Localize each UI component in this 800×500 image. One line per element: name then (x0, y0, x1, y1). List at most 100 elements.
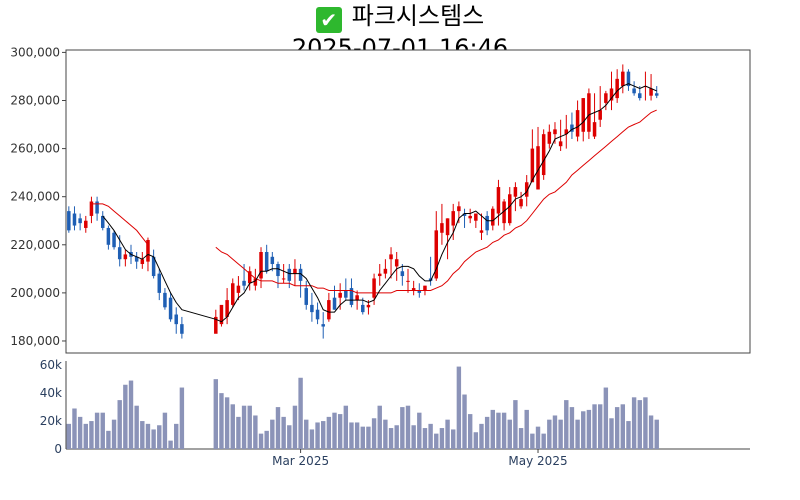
candle-body (626, 71, 631, 87)
volume-bar (123, 384, 128, 449)
title-text: 파크시스템스 (351, 2, 485, 30)
candle-body (242, 280, 246, 286)
volume-bar (219, 393, 224, 449)
volume-bar (597, 404, 603, 449)
candle-body (638, 93, 642, 99)
candle-body (106, 227, 111, 245)
candle-body (428, 278, 433, 281)
volume-bar (89, 421, 94, 449)
candle-body (507, 194, 512, 224)
price-y-tick-label: 200,000 (10, 286, 60, 300)
volume-bar (253, 415, 258, 449)
volume-bar (541, 433, 546, 449)
candle-body (89, 201, 94, 216)
candle-body (479, 230, 484, 233)
volume-bar (315, 422, 320, 449)
volume-bar (179, 387, 185, 449)
volume-bar (111, 419, 117, 449)
candle-body (123, 254, 128, 260)
candle-body (519, 199, 523, 207)
candle-body (338, 292, 342, 298)
volume-bar (490, 409, 495, 449)
candle-body (649, 88, 653, 96)
volume-bar (417, 412, 422, 449)
candle-body (406, 280, 410, 282)
volume-bar (501, 412, 507, 449)
volume-bar (620, 404, 626, 449)
volume-bar (434, 433, 439, 449)
volume-y-tick-label: 60k (40, 358, 62, 372)
ma-long-line (91, 109, 657, 294)
volume-panel: 0 20k 40k 60k Mar 2025 May 2025 (40, 358, 750, 468)
candle-body (377, 273, 382, 277)
volume-bar (388, 428, 394, 449)
volume-bar (558, 419, 563, 449)
check-mark-icon: ✔ (315, 7, 342, 33)
volume-bar (106, 430, 111, 449)
volume-bar (439, 428, 445, 449)
volume-bar (128, 380, 134, 449)
candle-body (95, 201, 99, 214)
volume-bar (400, 407, 405, 449)
volume-bar (524, 409, 529, 449)
volume-bar (569, 407, 575, 449)
volume-bar (451, 429, 456, 449)
candle-body (84, 220, 88, 228)
volume-bar (100, 412, 105, 449)
volume-bar (224, 397, 230, 449)
candle-body (174, 314, 178, 325)
volume-bar (117, 400, 122, 449)
price-y-tick-label: 300,000 (10, 45, 60, 59)
candle-body (332, 297, 337, 310)
volume-bar (298, 377, 303, 449)
candle-body (134, 256, 139, 262)
volume-bar (473, 432, 479, 449)
volume-bar (479, 423, 484, 449)
candle-body (140, 259, 145, 265)
volume-bar (77, 416, 83, 449)
candle-body (411, 288, 416, 291)
candle-body (383, 268, 388, 274)
volume-y-tick-label: 20k (40, 414, 62, 428)
volume-bar (281, 416, 286, 449)
volume-bar (535, 426, 541, 449)
volume-bar (236, 416, 241, 449)
volume-bar (377, 405, 382, 449)
volume-bar (258, 433, 264, 449)
candle-body (615, 78, 619, 99)
volume-bar (603, 387, 609, 449)
volume-bar (648, 415, 654, 449)
candle-body (163, 292, 167, 308)
volume-bar (614, 407, 620, 449)
candle-body (485, 215, 489, 231)
candle-body (491, 208, 495, 226)
volume-bar (564, 400, 569, 449)
volume-bar (157, 425, 162, 449)
candle-body (502, 201, 506, 224)
candle-body (389, 254, 393, 260)
candle-body (558, 141, 563, 147)
volume-bar (275, 407, 281, 449)
candle-body (451, 211, 455, 226)
candle-body (570, 124, 574, 132)
volume-bar (631, 397, 637, 449)
volume-bar (145, 423, 151, 449)
x-tick-label: Mar 2025 (272, 454, 329, 468)
candle-body (434, 230, 439, 279)
candle-body (276, 264, 280, 277)
volume-bar (151, 429, 156, 449)
volume-bar (626, 421, 631, 449)
candle-body (117, 247, 122, 260)
candle-body (400, 271, 405, 277)
price-plot-frame (65, 49, 751, 354)
candle-body (468, 215, 472, 219)
candle-body (536, 146, 540, 190)
candle-body (67, 211, 71, 231)
candle-body (231, 283, 235, 305)
volume-bar (496, 412, 501, 449)
volume-y-tick-label: 40k (40, 386, 62, 400)
candle-body (100, 215, 105, 228)
candle-body (298, 268, 303, 281)
volume-y-tick-label: 0 (54, 442, 62, 456)
